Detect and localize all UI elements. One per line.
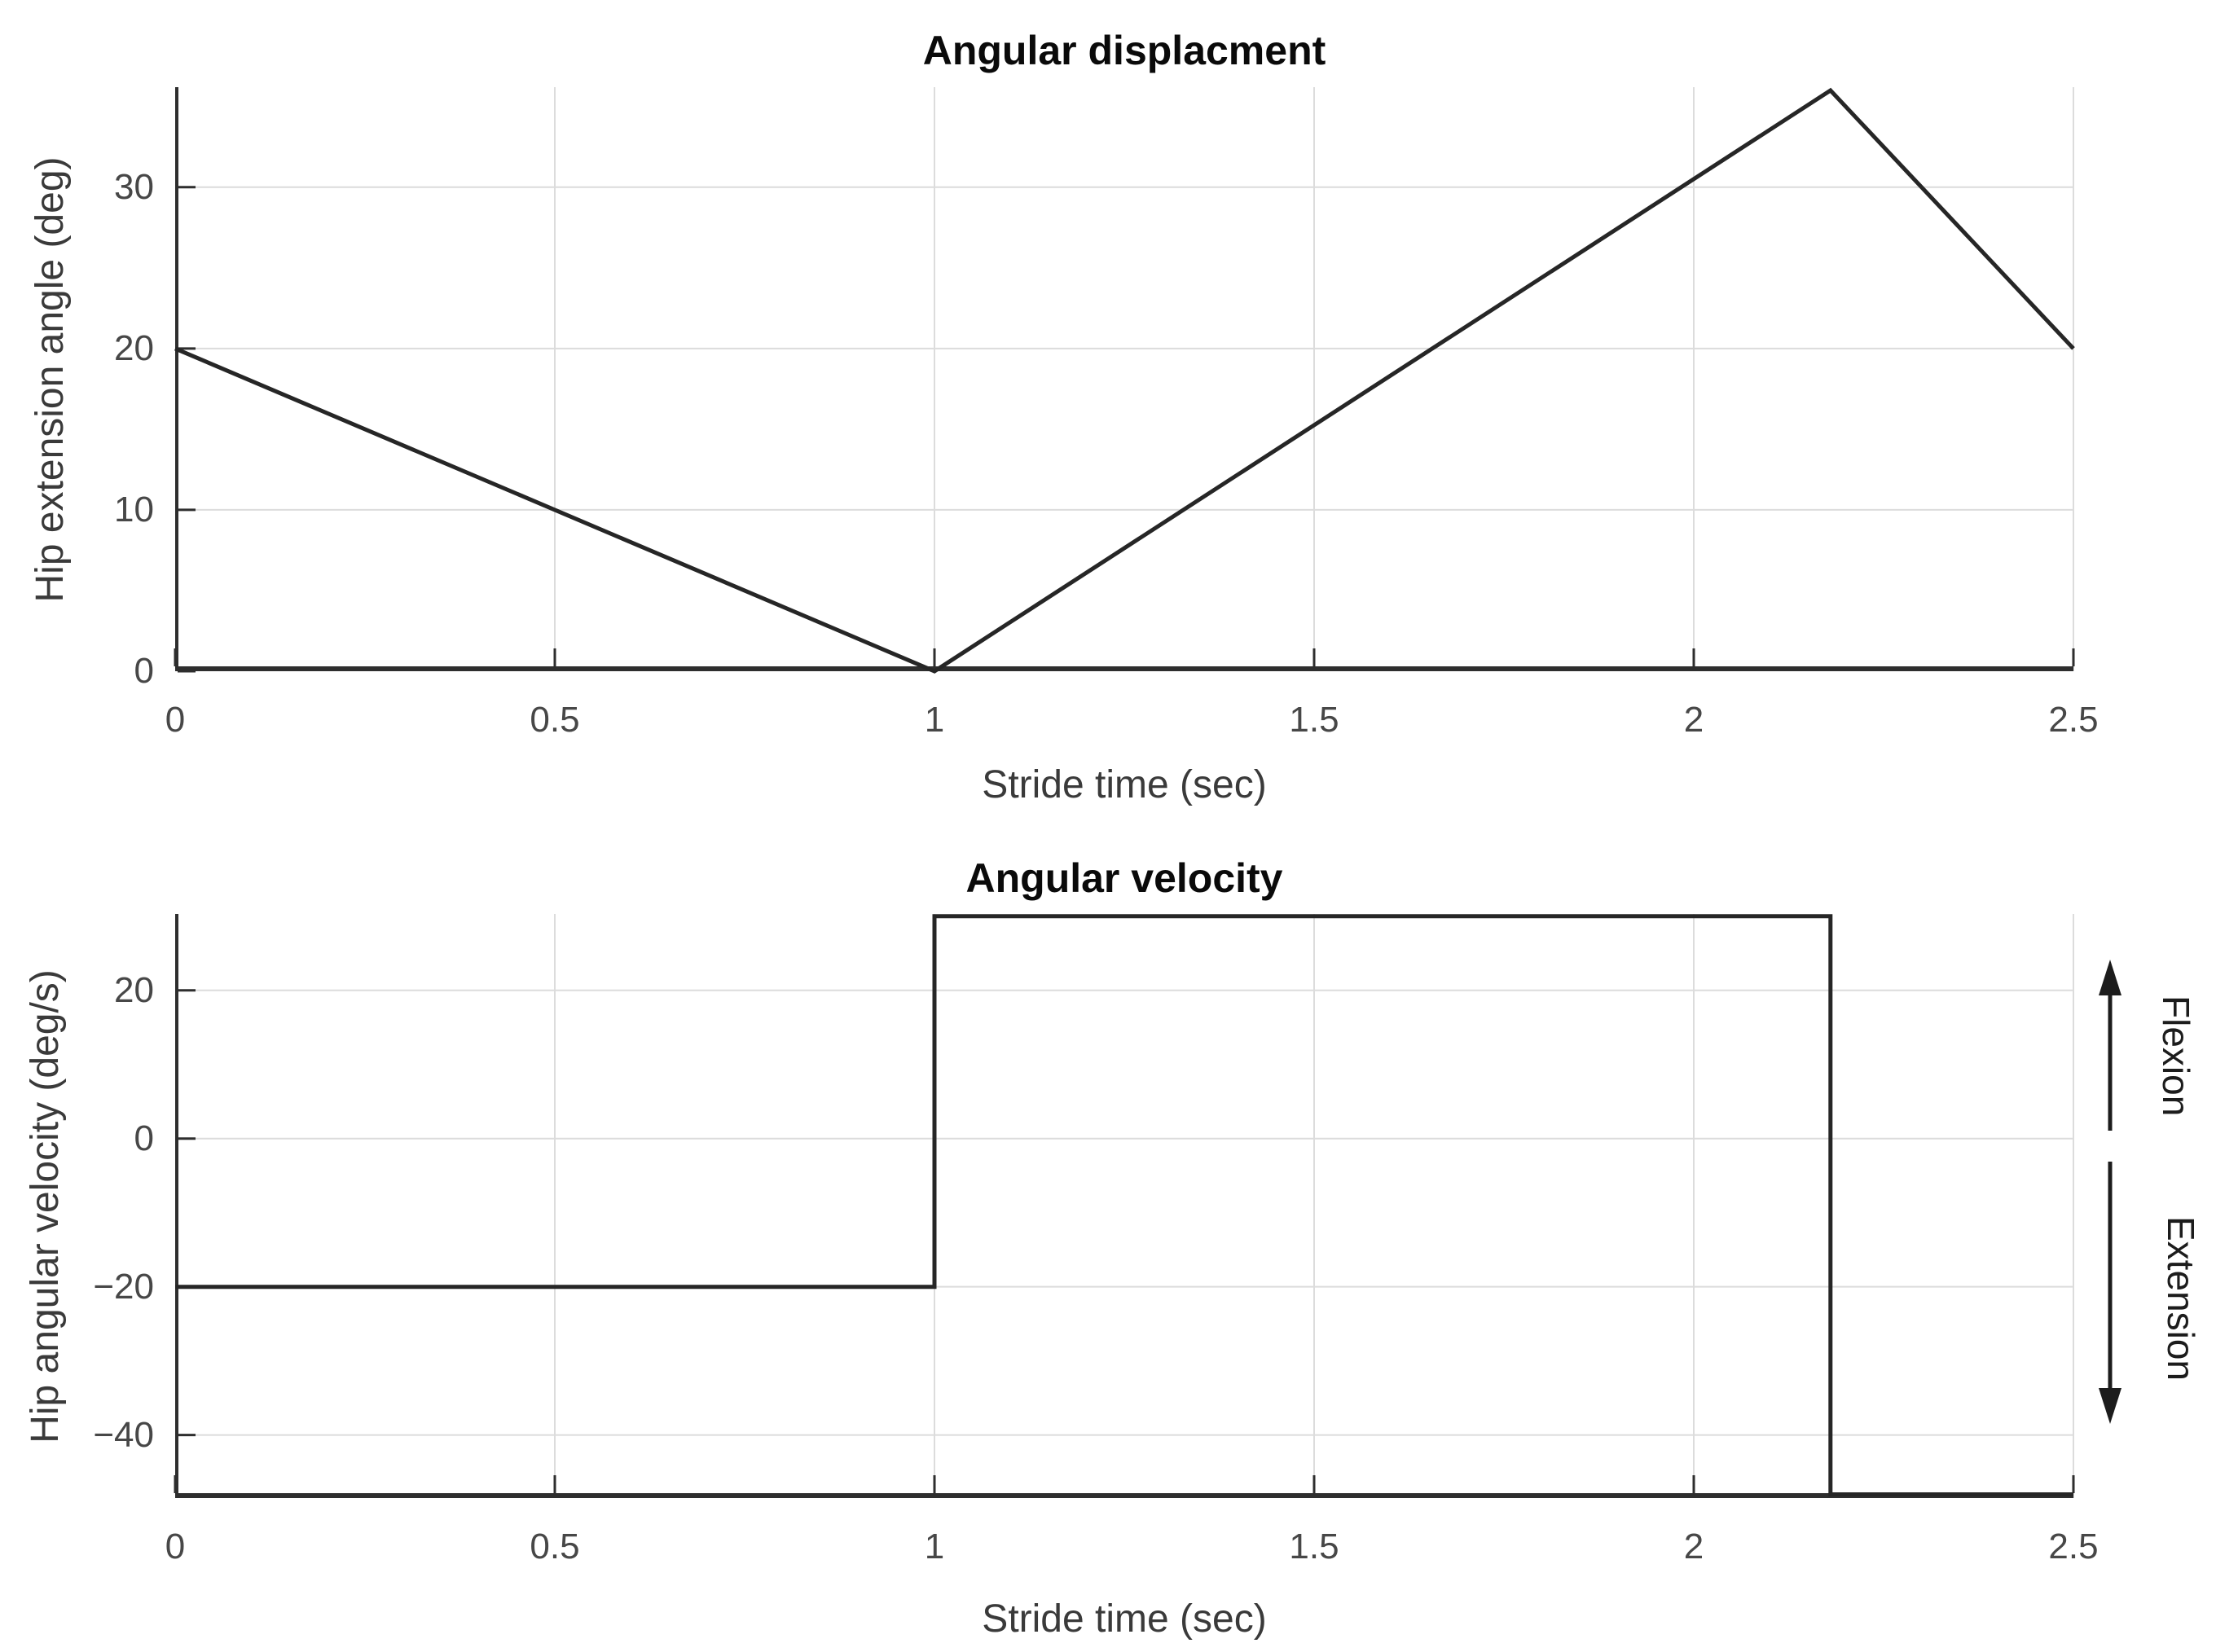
direction-arrows xyxy=(2099,960,2121,1424)
y-tick-label: 20 xyxy=(114,969,154,1010)
data-line xyxy=(174,87,2075,674)
x-tick-label: 0 xyxy=(165,1527,186,1566)
y-tick-label: −40 xyxy=(93,1414,154,1455)
x-tick-label: 2.5 xyxy=(2048,700,2099,740)
x-tick-label: 0.5 xyxy=(530,700,580,740)
y-tick-label: 20 xyxy=(114,327,154,368)
x-tick-label: 2 xyxy=(1683,700,1704,740)
plot-area xyxy=(174,914,2075,1498)
y-tick-label: 0 xyxy=(134,651,154,691)
x-axis-label: Stride time (sec) xyxy=(982,763,1267,806)
flexion-label: Flexion xyxy=(2155,995,2197,1117)
x-tick-label: 2.5 xyxy=(2048,1527,2099,1566)
x-tick-label: 1.5 xyxy=(1289,1527,1339,1566)
y-tick-label: 30 xyxy=(114,166,154,207)
extension-label: Extension xyxy=(2160,1215,2202,1381)
y-tick-label: 0 xyxy=(134,1118,154,1158)
x-tick-label: 2 xyxy=(1683,1527,1704,1566)
x-tick-label: 0.5 xyxy=(530,1527,580,1566)
x-tick-label: 1.5 xyxy=(1289,700,1339,740)
x-tick-label: 1 xyxy=(924,1527,945,1566)
data-line xyxy=(175,914,2073,1496)
x-axis-label: Stride time (sec) xyxy=(982,1597,1267,1641)
y-tick-label: −20 xyxy=(93,1266,154,1307)
chart-title: Angular velocity xyxy=(965,855,1283,901)
y-axis-label: Hip angular velocity (deg/s) xyxy=(24,969,67,1443)
x-tick-label: 1 xyxy=(924,700,945,740)
y-tick-label: 10 xyxy=(114,489,154,529)
chart-title: Angular displacment xyxy=(922,28,1326,73)
y-axis-label: Hip extension angle (deg) xyxy=(29,156,72,603)
flexion-up-arrow-icon xyxy=(2099,960,2121,1131)
plot-area xyxy=(174,87,2075,674)
x-tick-label: 0 xyxy=(165,700,186,740)
extension-down-arrow-icon xyxy=(2099,1162,2121,1424)
